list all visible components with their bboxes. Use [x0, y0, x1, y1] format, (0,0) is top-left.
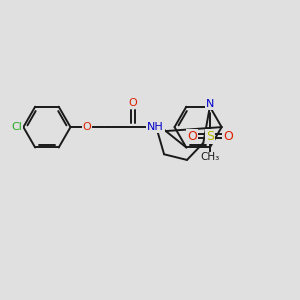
Text: O: O	[223, 130, 233, 142]
Text: NH: NH	[147, 122, 164, 132]
Text: O: O	[128, 98, 137, 108]
Text: Cl: Cl	[11, 122, 22, 132]
Text: CH₃: CH₃	[200, 152, 220, 162]
Text: N: N	[206, 99, 214, 109]
Text: O: O	[187, 130, 197, 142]
Text: S: S	[206, 130, 214, 142]
Text: O: O	[82, 122, 91, 132]
